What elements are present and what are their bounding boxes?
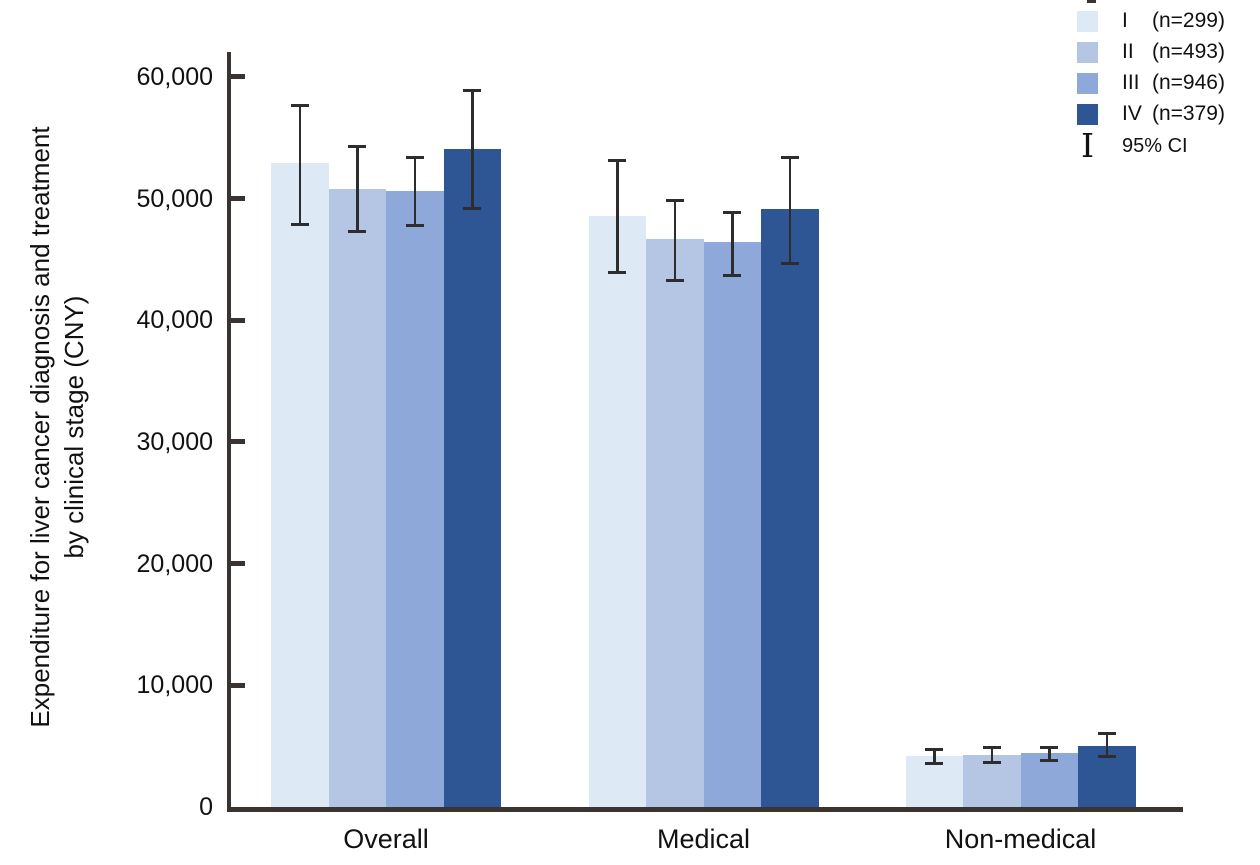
error-bar-medical-stage-ii-cap-top bbox=[665, 198, 684, 202]
error-bar-overall-stage-iii-cap-top bbox=[405, 156, 424, 160]
error-bar-non-medical-stage-iii-cap-bottom bbox=[1040, 758, 1059, 762]
bar-non-medical-stage-iii bbox=[1020, 753, 1078, 807]
legend-stage-numeral: III bbox=[1122, 71, 1140, 94]
y-tick-label-40000: 40,000 bbox=[136, 306, 213, 335]
legend-swatch-stage-iv bbox=[1077, 103, 1098, 125]
legend-label-stage-iii: III (n=946) bbox=[1122, 71, 1225, 95]
legend-item-stage-iii: III (n=946) bbox=[1077, 71, 1225, 95]
error-bar-non-medical-stage-i-cap-top bbox=[925, 747, 944, 751]
y-tick-label-10000: 10,000 bbox=[136, 671, 213, 700]
legend-item-stage-ii: II (n=493) bbox=[1077, 40, 1225, 64]
error-bar-non-medical-stage-iv-line bbox=[1105, 733, 1108, 757]
error-bar-non-medical-stage-ii-line bbox=[990, 747, 993, 762]
x-category-label-overall: Overall bbox=[343, 824, 429, 854]
error-bar-overall-stage-ii-line bbox=[356, 146, 359, 232]
legend-item-stage-i: I (n=299) bbox=[1077, 9, 1225, 33]
error-bar-non-medical-stage-i-line bbox=[933, 748, 936, 763]
legend-label-stage-iv: IV (n=379) bbox=[1122, 102, 1225, 126]
y-tick-label-60000: 60,000 bbox=[136, 62, 213, 91]
y-tick-40000 bbox=[231, 317, 245, 323]
error-bar-medical-stage-iv-line bbox=[788, 157, 791, 263]
legend-stage-numeral: II bbox=[1122, 40, 1134, 63]
y-tick-30000 bbox=[231, 439, 245, 445]
bar-overall-stage-i bbox=[271, 163, 329, 807]
bar-overall-stage-iv bbox=[443, 148, 501, 807]
legend-label-stage-ii: II (n=493) bbox=[1122, 40, 1225, 64]
y-axis-title-line1: Expenditure for liver cancer diagnosis a… bbox=[25, 126, 55, 728]
legend-swatch-stage-i bbox=[1077, 10, 1098, 32]
y-tick-label-20000: 20,000 bbox=[136, 549, 213, 578]
y-tick-20000 bbox=[231, 561, 245, 567]
crop-artifact bbox=[1087, 0, 1096, 3]
y-tick-60000 bbox=[231, 74, 245, 80]
error-bar-non-medical-stage-iv-cap-top bbox=[1097, 732, 1116, 736]
legend-label-stage-i: I (n=299) bbox=[1122, 9, 1225, 33]
error-bar-overall-stage-iv-cap-bottom bbox=[463, 207, 482, 211]
y-tick-label-0: 0 bbox=[199, 793, 213, 821]
legend-ci-label: 95% CI bbox=[1122, 134, 1188, 157]
error-bar-non-medical-stage-ii-cap-bottom bbox=[982, 760, 1001, 764]
bar-medical-stage-i bbox=[588, 215, 646, 807]
error-bar-overall-stage-i-line bbox=[298, 104, 301, 225]
bar-medical-stage-iii bbox=[703, 242, 761, 807]
error-bar-overall-stage-iv-line bbox=[471, 90, 474, 209]
error-bar-non-medical-stage-iv-cap-bottom bbox=[1097, 755, 1116, 759]
legend-swatch-stage-ii bbox=[1077, 41, 1098, 63]
error-bar-overall-stage-i-cap-bottom bbox=[290, 223, 309, 227]
legend-stage-numeral: I bbox=[1122, 9, 1128, 32]
x-axis-line bbox=[227, 807, 1183, 812]
error-bar-medical-stage-ii-cap-bottom bbox=[665, 279, 684, 283]
y-tick-50000 bbox=[231, 196, 245, 201]
error-bar-overall-stage-i-cap-top bbox=[290, 103, 309, 107]
error-bar-medical-stage-i-line bbox=[616, 159, 619, 272]
error-bar-non-medical-stage-iii-line bbox=[1048, 746, 1051, 760]
error-bar-medical-stage-iii-line bbox=[731, 211, 734, 276]
legend-swatch-stage-iii bbox=[1077, 72, 1098, 94]
error-bar-medical-stage-i-cap-bottom bbox=[608, 270, 627, 274]
error-bar-medical-stage-iv-cap-bottom bbox=[780, 262, 799, 265]
error-bar-overall-stage-ii-cap-top bbox=[348, 145, 367, 149]
legend-item-stage-iv: IV (n=379) bbox=[1077, 102, 1225, 126]
error-bar-medical-stage-iv-cap-top bbox=[780, 156, 799, 160]
legend-stage-numeral: IV bbox=[1122, 102, 1142, 125]
y-tick-10000 bbox=[231, 682, 245, 688]
error-bar-medical-stage-iii-cap-bottom bbox=[723, 274, 742, 278]
error-bar-medical-stage-ii-line bbox=[673, 199, 676, 281]
bar-medical-stage-iv bbox=[761, 209, 819, 807]
bar-overall-stage-iii bbox=[386, 191, 444, 807]
error-bar-overall-stage-iii-line bbox=[413, 157, 416, 226]
y-axis-line bbox=[227, 52, 231, 812]
x-category-label-non-medical: Non-medical bbox=[944, 824, 1097, 854]
legend-sample-size: (n=493) bbox=[1152, 40, 1225, 63]
legend-sample-size: (n=299) bbox=[1152, 9, 1225, 32]
bar-overall-stage-ii bbox=[328, 188, 386, 807]
error-bar-overall-stage-ii-cap-bottom bbox=[348, 230, 367, 234]
error-bar-non-medical-stage-iii-cap-top bbox=[1040, 745, 1059, 749]
error-bar-medical-stage-iii-cap-top bbox=[723, 210, 742, 214]
error-bar-overall-stage-iv-cap-top bbox=[463, 89, 482, 93]
y-tick-label-50000: 50,000 bbox=[136, 184, 213, 213]
legend-sample-size: (n=379) bbox=[1152, 102, 1225, 125]
legend-item-ci: I 95% CI bbox=[1077, 126, 1188, 165]
error-bar-non-medical-stage-i-cap-bottom bbox=[925, 761, 944, 765]
error-bar-non-medical-stage-ii-cap-top bbox=[982, 746, 1001, 750]
bar-medical-stage-ii bbox=[646, 238, 704, 807]
error-bar-icon: I bbox=[1080, 126, 1095, 165]
y-tick-label-30000: 30,000 bbox=[136, 427, 213, 456]
x-category-label-medical: Medical bbox=[656, 824, 751, 854]
legend-sample-size: (n=946) bbox=[1152, 71, 1225, 94]
error-bar-overall-stage-iii-cap-bottom bbox=[405, 224, 424, 228]
error-bar-medical-stage-i-cap-top bbox=[608, 158, 627, 162]
